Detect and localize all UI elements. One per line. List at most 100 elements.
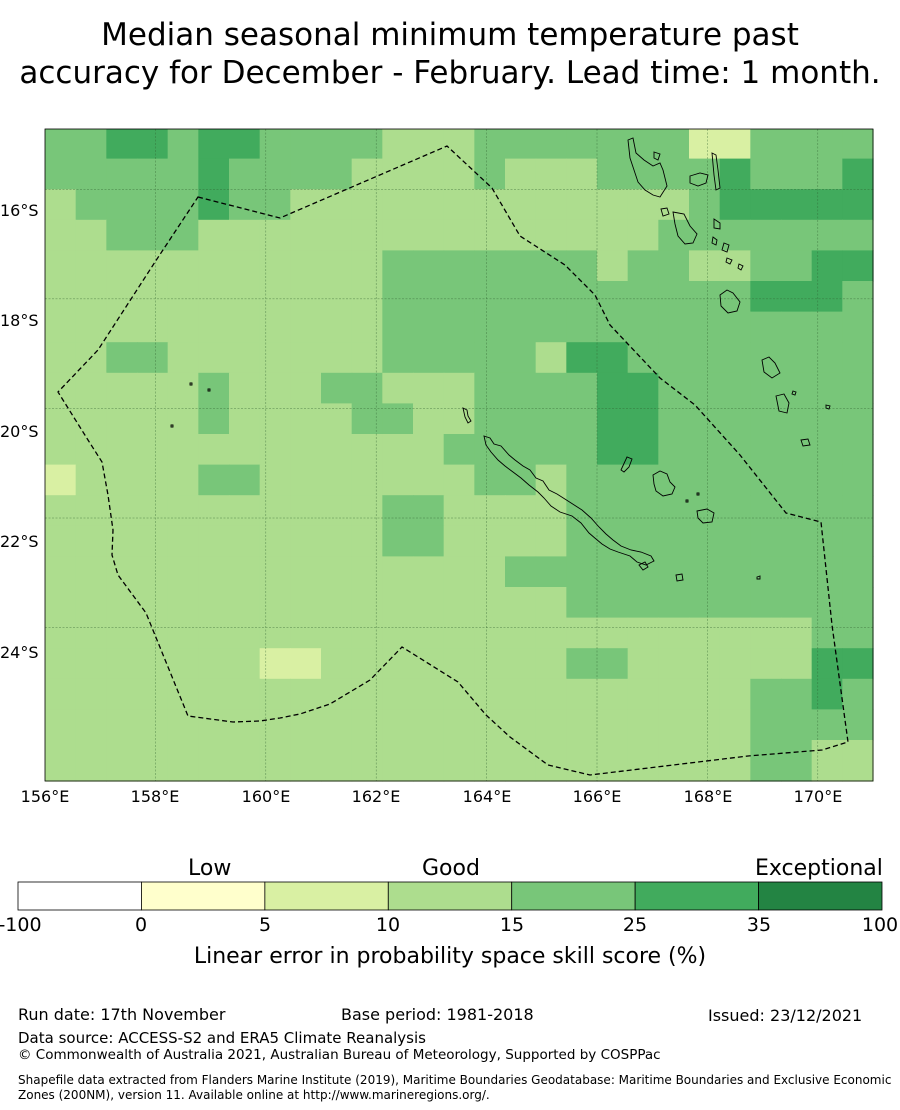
grid-cell bbox=[106, 556, 138, 588]
grid-cell bbox=[597, 129, 629, 160]
grid-cell bbox=[321, 648, 353, 680]
grid-cell bbox=[842, 311, 874, 343]
grid-cell bbox=[689, 617, 721, 649]
grid-cell bbox=[45, 189, 77, 221]
grid-cell bbox=[627, 219, 659, 251]
lon-label-170e: 170°E bbox=[793, 787, 843, 806]
grid-cell bbox=[781, 740, 813, 772]
grid-cell bbox=[290, 556, 322, 588]
grid-cell bbox=[229, 740, 261, 772]
grid-cell bbox=[290, 342, 322, 374]
lat-label-22s: 22°S bbox=[0, 532, 39, 551]
grid-cell bbox=[842, 556, 874, 588]
grid-cell bbox=[75, 372, 107, 404]
grid-cell bbox=[167, 495, 199, 527]
map-title-line-1: Median seasonal minimum temperature past bbox=[101, 17, 799, 53]
grid-cell bbox=[106, 464, 138, 496]
grid-cell bbox=[811, 740, 843, 772]
grid-cell bbox=[443, 434, 475, 466]
grid-cell bbox=[198, 495, 230, 527]
grid-cell bbox=[811, 250, 843, 282]
grid-cell bbox=[627, 250, 659, 282]
grid-cell bbox=[75, 525, 107, 557]
grid-cell bbox=[45, 219, 77, 251]
lon-label-160e: 160°E bbox=[241, 787, 291, 806]
grid-cell bbox=[75, 250, 107, 282]
grid-cell bbox=[658, 648, 690, 680]
grid-cell bbox=[321, 434, 353, 466]
grid-cell bbox=[167, 587, 199, 619]
grid-cell bbox=[229, 129, 261, 160]
grid-cell bbox=[351, 311, 383, 343]
grid-cell bbox=[811, 158, 843, 190]
grid-cell bbox=[627, 648, 659, 680]
grid-cell bbox=[443, 281, 475, 313]
grid-cell bbox=[505, 311, 537, 343]
grid-cell bbox=[505, 770, 537, 782]
grid-cell bbox=[137, 709, 169, 741]
grid-cell bbox=[382, 770, 414, 782]
grid-cell bbox=[474, 464, 506, 496]
grid-cell bbox=[137, 525, 169, 557]
grid-cell bbox=[627, 525, 659, 557]
grid-cell bbox=[351, 556, 383, 588]
grid-cell bbox=[535, 617, 567, 649]
grid-cell bbox=[106, 678, 138, 710]
grid-cell bbox=[627, 342, 659, 374]
grid-cell bbox=[198, 189, 230, 221]
grid-cell bbox=[781, 648, 813, 680]
grid-cell bbox=[474, 129, 506, 160]
grid-cell bbox=[689, 464, 721, 496]
grid-cell bbox=[443, 250, 475, 282]
grid-cell bbox=[658, 556, 690, 588]
grid-cell bbox=[351, 219, 383, 251]
grid-cell bbox=[474, 587, 506, 619]
grid-cell bbox=[811, 525, 843, 557]
grid-cell bbox=[137, 556, 169, 588]
grid-cell bbox=[290, 219, 322, 251]
grid-cell bbox=[321, 403, 353, 435]
grid-cell bbox=[627, 281, 659, 313]
grid-cell bbox=[750, 464, 782, 496]
grid-cell bbox=[505, 158, 537, 190]
grid-cell bbox=[505, 403, 537, 435]
grid-cell bbox=[382, 525, 414, 557]
grid-cell bbox=[781, 158, 813, 190]
grid-cell bbox=[75, 219, 107, 251]
grid-cell bbox=[597, 281, 629, 313]
grid-cell bbox=[351, 648, 383, 680]
grid-cell bbox=[842, 158, 874, 190]
grid-cell bbox=[811, 281, 843, 313]
efate-island bbox=[719, 289, 741, 314]
grid-cell bbox=[413, 403, 445, 435]
grid-cell bbox=[443, 587, 475, 619]
colorbar-tick: 5 bbox=[258, 914, 272, 936]
grid-cell bbox=[566, 158, 598, 190]
grid-cell bbox=[351, 342, 383, 374]
grid-cell bbox=[597, 617, 629, 649]
grid-cell bbox=[781, 770, 813, 782]
grid-cell bbox=[137, 740, 169, 772]
grid-cell bbox=[781, 525, 813, 557]
grid-cell bbox=[566, 372, 598, 404]
grid-cell bbox=[811, 311, 843, 343]
grid-cell bbox=[167, 464, 199, 496]
grid-cell bbox=[689, 587, 721, 619]
grid-cell bbox=[290, 158, 322, 190]
grid-cell bbox=[167, 740, 199, 772]
grid-cell bbox=[259, 281, 291, 313]
grid-cell bbox=[750, 281, 782, 313]
grid-cell bbox=[505, 709, 537, 741]
grid-cell bbox=[474, 770, 506, 782]
grid-cell bbox=[259, 648, 291, 680]
ouvea-island bbox=[620, 456, 633, 473]
grid-cell bbox=[259, 158, 291, 190]
grid-cell bbox=[474, 648, 506, 680]
grid-cell bbox=[781, 342, 813, 374]
belep-islands bbox=[462, 407, 472, 424]
grid-cell bbox=[597, 372, 629, 404]
grid-cell bbox=[627, 403, 659, 435]
grid-cell bbox=[413, 464, 445, 496]
grid-cell bbox=[505, 189, 537, 221]
grid-cell bbox=[106, 158, 138, 190]
